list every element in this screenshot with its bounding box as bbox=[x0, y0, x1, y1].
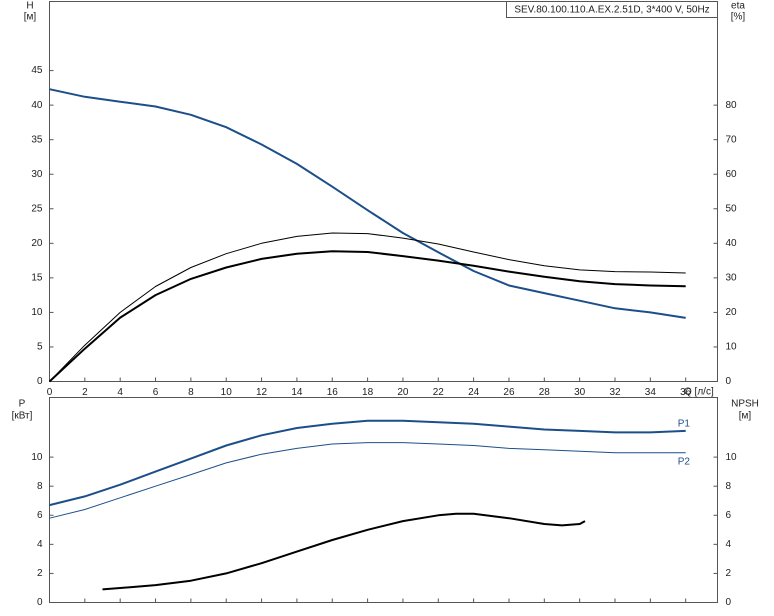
curve bbox=[102, 512, 586, 591]
y-tick-label: 0 bbox=[37, 597, 43, 608]
x-tick-label: 18 bbox=[362, 387, 374, 398]
y2-tick-label: 2 bbox=[726, 568, 732, 579]
y2-unit: [%] bbox=[731, 12, 746, 23]
y-tick-label: 35 bbox=[31, 134, 43, 145]
y-label: P bbox=[19, 399, 26, 410]
y-unit: [м] bbox=[24, 12, 37, 23]
y-tick-label: 20 bbox=[31, 238, 43, 249]
y-tick-label: 25 bbox=[31, 203, 43, 214]
y2-tick-label: 8 bbox=[726, 481, 732, 492]
x-tick-label: 36 bbox=[680, 387, 692, 398]
y-tick-label: 45 bbox=[31, 65, 43, 76]
series-label: P2 bbox=[678, 456, 691, 467]
chart-title: SEV.80.100.110.A.EX.2.51D, 3*400 V, 50Hz bbox=[514, 5, 709, 16]
y-label: H bbox=[26, 1, 33, 12]
y2-unit: [м] bbox=[739, 411, 752, 422]
bottom-frame bbox=[49, 397, 718, 603]
x-tick-label: 26 bbox=[503, 387, 515, 398]
curve bbox=[49, 88, 686, 319]
x-tick-label: 10 bbox=[221, 387, 233, 398]
curve bbox=[48, 250, 686, 383]
y2-tick-label: 6 bbox=[726, 510, 732, 521]
y2-tick-label: 40 bbox=[726, 238, 738, 249]
y-tick-label: 2 bbox=[37, 568, 43, 579]
x-tick-label: 4 bbox=[117, 387, 123, 398]
y-unit: [кВт] bbox=[12, 411, 33, 422]
x-label: Q [л/с] bbox=[684, 387, 714, 398]
x-tick-label: 6 bbox=[153, 387, 159, 398]
y-tick-label: 10 bbox=[31, 452, 43, 463]
x-tick-label: 34 bbox=[645, 387, 657, 398]
y2-label: NPSH bbox=[731, 399, 759, 410]
curve bbox=[49, 232, 686, 382]
y2-tick-label: 10 bbox=[726, 342, 738, 353]
x-tick-label: 20 bbox=[397, 387, 409, 398]
y-tick-label: 30 bbox=[31, 169, 43, 180]
x-tick-label: 14 bbox=[291, 387, 303, 398]
curve bbox=[49, 442, 686, 519]
x-tick-label: 2 bbox=[82, 387, 88, 398]
y-tick-label: 0 bbox=[37, 376, 43, 387]
y2-tick-label: 20 bbox=[726, 307, 738, 318]
x-tick-label: 8 bbox=[188, 387, 194, 398]
y2-tick-label: 10 bbox=[726, 452, 738, 463]
x-tick-label: 32 bbox=[609, 387, 621, 398]
y-tick-label: 10 bbox=[31, 307, 43, 318]
y2-tick-label: 4 bbox=[726, 539, 732, 550]
x-tick-label: 22 bbox=[433, 387, 445, 398]
x-tick-label: 30 bbox=[574, 387, 586, 398]
top-frame bbox=[49, 1, 718, 382]
x-tick-label: 12 bbox=[256, 387, 268, 398]
x-tick-label: 24 bbox=[468, 387, 480, 398]
y2-tick-label: 70 bbox=[726, 134, 738, 145]
title-box bbox=[506, 1, 718, 18]
x-tick-label: 0 bbox=[47, 387, 53, 398]
y2-tick-label: 50 bbox=[726, 203, 738, 214]
y-tick-label: 5 bbox=[37, 342, 43, 353]
y2-tick-label: 60 bbox=[726, 169, 738, 180]
y-tick-label: 15 bbox=[31, 273, 43, 284]
x-tick-label: 28 bbox=[539, 387, 551, 398]
y2-tick-label: 0 bbox=[726, 376, 732, 387]
y2-label: eta bbox=[731, 1, 745, 12]
series-label: P1 bbox=[678, 419, 691, 430]
y2-tick-label: 30 bbox=[726, 273, 738, 284]
y2-tick-label: 80 bbox=[726, 100, 738, 111]
y-tick-label: 6 bbox=[37, 510, 43, 521]
y-tick-label: 4 bbox=[37, 539, 43, 550]
curve bbox=[49, 419, 686, 507]
x-tick-label: 16 bbox=[327, 387, 339, 398]
y2-tick-label: 0 bbox=[726, 597, 732, 608]
y-tick-label: 8 bbox=[37, 481, 43, 492]
y-tick-label: 40 bbox=[31, 100, 43, 111]
